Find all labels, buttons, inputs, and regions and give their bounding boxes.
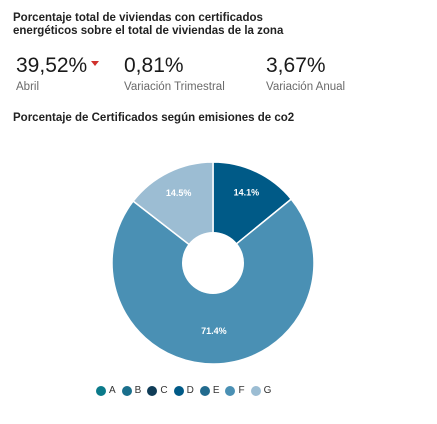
kpi-annual-label: Variación Anual: [266, 81, 346, 93]
legend-swatch-d: [173, 385, 184, 396]
legend-label-b: B: [134, 385, 142, 396]
chart-title: Porcentaje de Certificados según emision…: [13, 112, 295, 124]
legend-item-a[interactable]: A: [96, 385, 116, 396]
legend-item-c[interactable]: C: [147, 385, 168, 396]
legend-item-d[interactable]: D: [173, 385, 194, 396]
legend-label-f: F: [238, 385, 245, 396]
legend-item-f[interactable]: F: [225, 385, 245, 396]
slice-g[interactable]: [132, 161, 214, 265]
legend-swatch-g: [250, 385, 261, 396]
kpi-total-value: 39,52%: [16, 54, 88, 77]
kpi-quarterly-value: 0,81%: [124, 54, 184, 77]
kpi-total: 39,52% Abril: [16, 54, 100, 94]
kpi-total-label: Abril: [16, 81, 40, 93]
legend-label-e: E: [212, 385, 220, 396]
legend-swatch-e: [199, 385, 210, 396]
kpi-quarterly-label: Variación Trimestral: [124, 81, 225, 93]
legend-label-d: D: [186, 385, 194, 396]
legend-item-e[interactable]: E: [199, 385, 220, 396]
donut-hole: [182, 232, 244, 294]
trend-down-icon: [91, 60, 100, 66]
chart-legend: A B C D E F G: [96, 385, 277, 396]
legend-label-a: A: [109, 385, 116, 396]
legend-label-g: G: [263, 385, 272, 396]
legend-item-g[interactable]: G: [250, 385, 272, 396]
legend-item-b[interactable]: B: [121, 385, 142, 396]
kpi-annual-value: 3,67%: [266, 54, 326, 77]
slice-label-g: 14.5%: [166, 188, 192, 198]
legend-swatch-c: [147, 385, 158, 396]
slice-label-d: 14.1%: [234, 188, 260, 198]
slice-d[interactable]: [212, 161, 293, 265]
slice-label-f: 71.4%: [201, 326, 227, 336]
kpi-quarterly: 0,81% Variación Trimestral: [124, 54, 225, 94]
legend-swatch-b: [121, 385, 132, 396]
header-title: Porcentaje total de viviendas con certif…: [13, 12, 284, 37]
legend-swatch-a: [96, 385, 106, 396]
donut-chart: 14.1% 71.4% 14.5%: [111, 161, 315, 365]
legend-swatch-f: [225, 385, 236, 396]
kpi-annual: 3,67% Variación Anual: [266, 54, 345, 94]
legend-label-c: C: [160, 385, 168, 396]
